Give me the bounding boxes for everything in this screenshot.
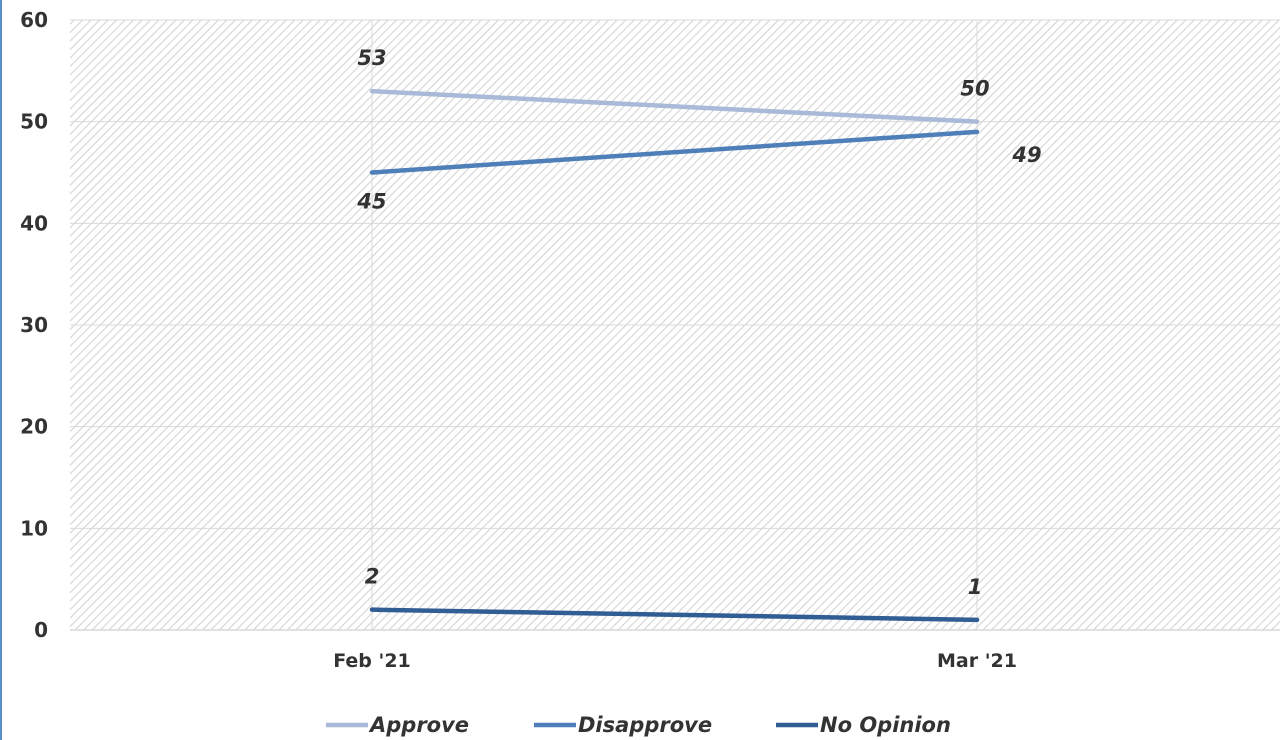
y-tick-label: 50 [20, 110, 48, 134]
data-label: 50 [960, 77, 989, 101]
y-axis: 0 10 20 30 40 50 60 [20, 8, 48, 642]
series-line-disapprove [369, 129, 980, 175]
data-label: 53 [357, 46, 386, 70]
data-label: 45 [356, 190, 386, 214]
y-tick-label: 60 [20, 8, 48, 32]
legend-label: No Opinion [820, 713, 951, 737]
y-tick-label: 40 [20, 211, 48, 235]
data-labels: 53 50 45 49 2 1 [356, 46, 1041, 599]
series-line-no-opinion [369, 607, 980, 623]
x-axis: Feb '21 Mar '21 [333, 650, 1017, 672]
series-lines [369, 88, 980, 623]
data-label: 1 [968, 575, 983, 599]
legend-label: Disapprove [578, 713, 712, 737]
data-label: 49 [1011, 143, 1041, 167]
x-tick-label: Mar '21 [937, 650, 1017, 672]
y-tick-label: 0 [34, 618, 48, 642]
y-tick-label: 20 [20, 415, 48, 439]
x-tick-label: Feb '21 [333, 650, 411, 672]
y-tick-label: 30 [20, 313, 48, 337]
series-line-approve [369, 88, 980, 124]
legend-label: Approve [368, 713, 469, 737]
data-label: 2 [365, 565, 380, 589]
y-tick-label: 10 [20, 516, 48, 540]
legend: Approve Disapprove No Opinion [326, 713, 951, 737]
